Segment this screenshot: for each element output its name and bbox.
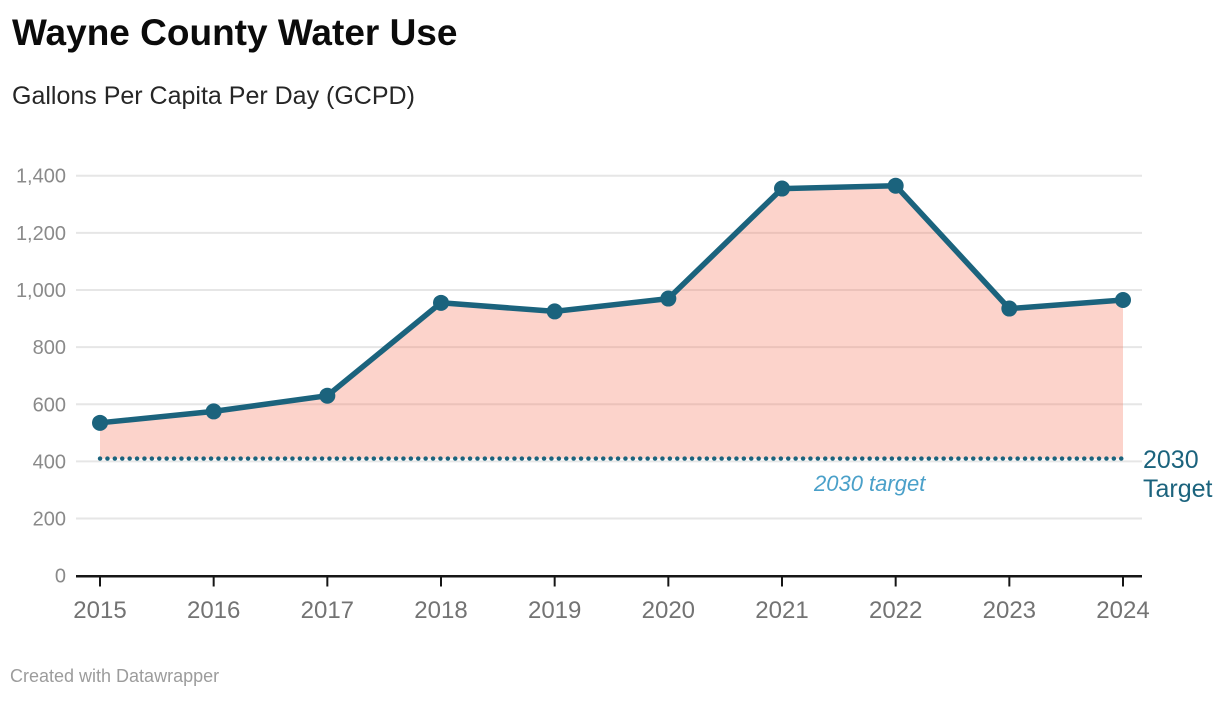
- x-axis-label-2022: 2022: [869, 597, 922, 624]
- series-line: [97, 182, 1126, 426]
- x-axis-label-2021: 2021: [755, 597, 808, 624]
- y-axis-label-800: 800: [33, 337, 66, 359]
- x-axis-label-2020: 2020: [642, 597, 695, 624]
- x-axis-label-2015: 2015: [73, 597, 126, 624]
- area-fill: [100, 185, 1123, 459]
- y-axis-label-1400: 1,400: [16, 166, 66, 188]
- datawrapper-credit[interactable]: Created with Datawrapper: [10, 666, 220, 686]
- data-point-2023[interactable]: [1001, 300, 1018, 317]
- data-point-2017[interactable]: [319, 387, 336, 404]
- y-axis-label-1200: 1,200: [16, 223, 66, 245]
- data-point-2024[interactable]: [1115, 291, 1132, 308]
- y-axis-label-200: 200: [33, 509, 66, 531]
- data-point-2016[interactable]: [205, 403, 222, 420]
- data-point-2018[interactable]: [433, 294, 450, 311]
- y-axis-label-1000: 1,000: [16, 280, 66, 302]
- chart-subtitle: Gallons Per Capita Per Day (GCPD): [12, 82, 415, 110]
- x-axis-label-2019: 2019: [528, 597, 581, 624]
- x-axis-label-2017: 2017: [301, 597, 354, 624]
- y-axis-label-600: 600: [33, 394, 66, 416]
- y-axis-label-400: 400: [33, 451, 66, 473]
- target-line-inline-label: 2030 target: [814, 471, 926, 496]
- x-axis-label-2016: 2016: [187, 597, 240, 624]
- x-axis-label-2024: 2024: [1096, 597, 1149, 624]
- x-axis-label-2018: 2018: [414, 597, 467, 624]
- data-point-2019[interactable]: [546, 303, 563, 320]
- target-right-label-line2: Target: [1143, 475, 1213, 503]
- x-axis-label-2023: 2023: [983, 597, 1036, 624]
- data-point-2020[interactable]: [660, 290, 677, 307]
- data-point-2022[interactable]: [887, 177, 904, 194]
- target-right-label-line1: 2030: [1143, 446, 1199, 474]
- y-axis-label-0: 0: [55, 566, 66, 588]
- data-point-2015[interactable]: [92, 414, 108, 431]
- chart-title: Wayne County Water Use: [12, 12, 458, 53]
- target-line-right-annotation: 2030 Target: [1143, 446, 1212, 504]
- data-point-2021[interactable]: [774, 180, 791, 197]
